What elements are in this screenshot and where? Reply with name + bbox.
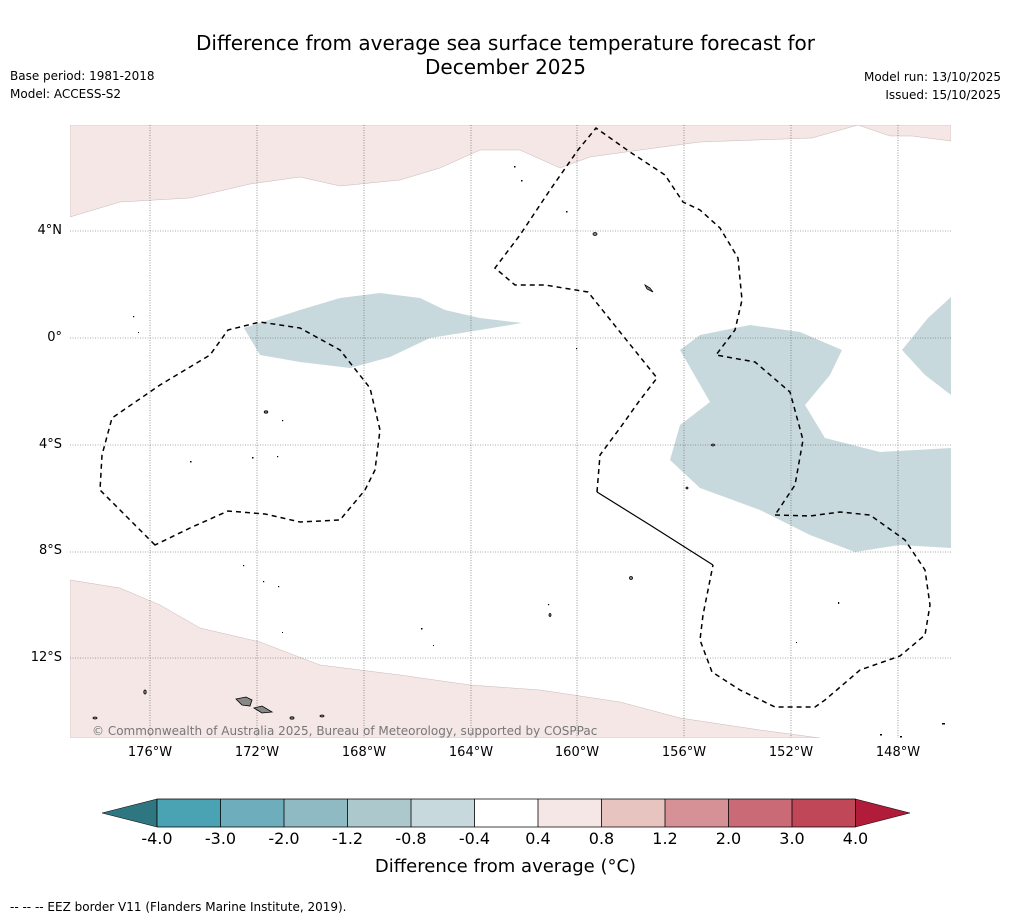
eez-cook-line-boundary bbox=[596, 491, 714, 566]
colorbar-bin-2 bbox=[220, 799, 284, 827]
colorbar bbox=[101, 798, 911, 828]
island-islet-e bbox=[711, 443, 715, 447]
warm-anomaly-south bbox=[70, 579, 821, 738]
colorbar-tick: -3.0 bbox=[204, 829, 237, 848]
right-metadata: Model run: 13/10/2025 Issued: 15/10/2025 bbox=[864, 68, 1001, 104]
lat-label-8s: 8°S bbox=[38, 543, 62, 558]
model-run: Model run: 13/10/2025 bbox=[863, 70, 1001, 84]
island-islet-i bbox=[319, 714, 325, 718]
graticule bbox=[70, 125, 951, 738]
eez-kiribati-line-north bbox=[493, 126, 804, 516]
issued-date: Issued: 15/10/2025 bbox=[885, 88, 1001, 102]
lon-label-148w: 148°W bbox=[875, 745, 921, 760]
colorbar-extend-low bbox=[101, 798, 158, 828]
title-line-2: December 2025 bbox=[425, 55, 586, 79]
colorbar-bin-8 bbox=[601, 799, 665, 827]
colorbar-tick: -4.0 bbox=[141, 829, 173, 848]
island-tokelau bbox=[644, 283, 654, 293]
colorbar-tick: 0.8 bbox=[588, 829, 615, 848]
colorbar-bin-6 bbox=[474, 799, 538, 827]
lon-label-156w: 156°W bbox=[661, 745, 707, 760]
colorbar-tick: -2.0 bbox=[268, 829, 300, 848]
model-name: Model: ACCESS-S2 bbox=[10, 87, 122, 101]
colorbar-bin-4 bbox=[347, 799, 411, 827]
island-islet-h bbox=[289, 716, 295, 720]
sst-anomaly-map bbox=[70, 125, 951, 738]
colorbar-tick: 1.2 bbox=[652, 829, 678, 848]
colorbar-tick: 3.0 bbox=[779, 829, 805, 848]
island-islet-a bbox=[263, 410, 269, 414]
lat-label-12s: 12°S bbox=[30, 650, 62, 665]
lon-label-152w: 152°W bbox=[768, 745, 814, 760]
lon-label-176w: 176°W bbox=[127, 745, 173, 760]
lon-label-160w: 160°W bbox=[554, 745, 600, 760]
colorbar-label: Difference from average (°C) bbox=[374, 856, 637, 877]
island-islet-d bbox=[629, 576, 633, 580]
eez-kiribati-phoenix bbox=[99, 321, 381, 546]
cool-anomaly-far-east bbox=[902, 297, 951, 395]
colorbar-bin-11 bbox=[792, 799, 856, 827]
colorbar-bin-5 bbox=[411, 799, 475, 827]
eez-legend-note: -- -- -- EEZ border V11 (Flanders Marine… bbox=[10, 900, 347, 914]
eez-borders bbox=[99, 126, 931, 708]
lon-label-168w: 168°W bbox=[341, 745, 387, 760]
island-islet-g bbox=[548, 613, 552, 617]
island-savaii bbox=[235, 696, 253, 707]
lon-label-172w: 172°W bbox=[234, 745, 280, 760]
island-upolu bbox=[252, 705, 274, 714]
island-islet-b bbox=[143, 689, 147, 695]
colorbar-bin-7 bbox=[538, 799, 602, 827]
base-period: Base period: 1981-2018 bbox=[10, 69, 155, 83]
cool-anomaly-west bbox=[244, 293, 522, 368]
colorbar-tick: -0.8 bbox=[395, 829, 427, 848]
colorbar-tick: -1.2 bbox=[331, 829, 364, 848]
colorbar-bin-9 bbox=[665, 799, 729, 827]
small-islets bbox=[133, 166, 945, 738]
title-line-1: Difference from average sea surface temp… bbox=[195, 31, 815, 55]
island-islet-c bbox=[92, 716, 98, 720]
islands bbox=[92, 232, 715, 720]
colorbar-bin-10 bbox=[728, 799, 792, 827]
lat-label-4s: 4°S bbox=[38, 437, 62, 452]
island-jarvis bbox=[592, 232, 598, 236]
colorbar-tick: 0.4 bbox=[525, 829, 551, 848]
island-islet-f bbox=[685, 486, 689, 490]
cool-anomaly-east bbox=[670, 325, 951, 552]
left-metadata: Base period: 1981-2018 Model: ACCESS-S2 bbox=[10, 67, 155, 103]
colorbar-bin-1 bbox=[157, 799, 221, 827]
lat-label-4n: 4°N bbox=[37, 223, 63, 238]
colorbar-tick: -0.4 bbox=[458, 829, 491, 848]
map-title: Difference from average sea surface temp… bbox=[0, 31, 1011, 79]
colorbar-extend-high bbox=[855, 798, 911, 828]
colorbar-tick: 4.0 bbox=[842, 829, 869, 848]
eez-kiribati-line-south bbox=[699, 511, 931, 708]
warm-anomaly-north bbox=[70, 125, 951, 218]
lon-label-164w: 164°W bbox=[448, 745, 494, 760]
copyright-notice: © Commonwealth of Australia 2025, Bureau… bbox=[92, 724, 598, 738]
colorbar-tick: 2.0 bbox=[715, 829, 742, 848]
colorbar-bin-3 bbox=[284, 799, 348, 827]
lat-label-0: 0° bbox=[47, 330, 62, 345]
